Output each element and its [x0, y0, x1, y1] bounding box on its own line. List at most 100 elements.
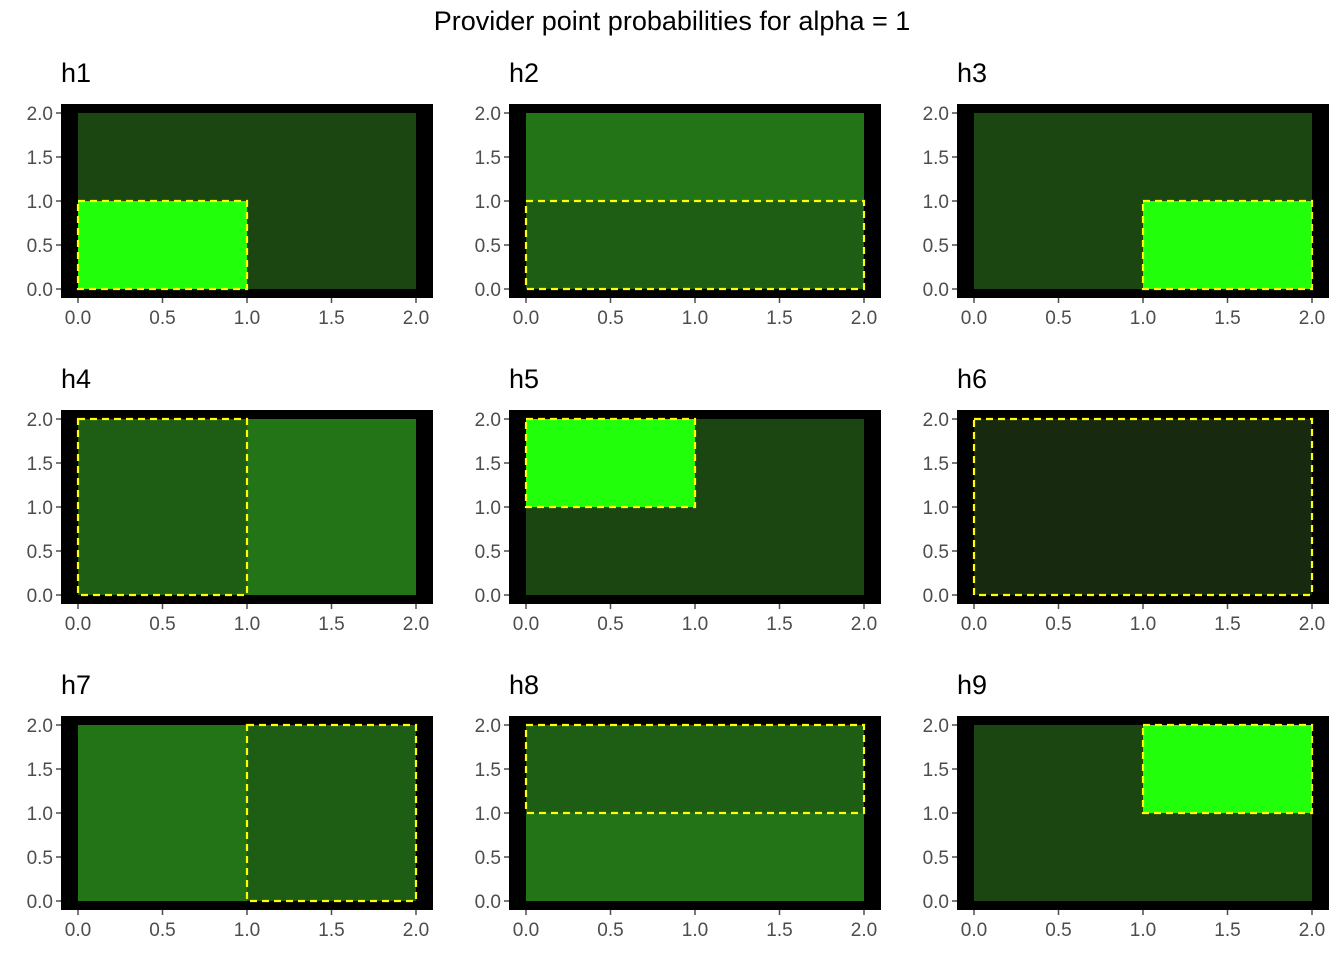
y-tick-label: 0.5 [923, 542, 949, 563]
y-tick-label: 2.0 [923, 410, 949, 431]
y-tick-label: 2.0 [475, 104, 501, 125]
x-tick-label: 0.0 [513, 920, 539, 941]
hypothesis-outline [1141, 723, 1314, 815]
x-tick-label: 0.5 [1045, 920, 1071, 941]
x-tick-label: 1.0 [234, 614, 260, 635]
probability-tile [974, 419, 1312, 595]
panel-h5: h5 0.0 0.5 1.0 1.5 2.0 0.0 0.5 1.0 1.5 2.0 [475, 364, 881, 635]
x-tick-label: 1.0 [234, 308, 260, 329]
hypothesis-outline [524, 723, 866, 815]
x-tick-label: 0.5 [149, 614, 175, 635]
y-tick-label: 1.0 [475, 804, 501, 825]
x-tick-label: 0.0 [961, 920, 987, 941]
panel-title: h5 [509, 364, 539, 394]
y-tick-label: 1.0 [475, 192, 501, 213]
y-tick-label: 0.0 [923, 892, 949, 913]
x-tick-label: 1.5 [766, 614, 792, 635]
panel-title: h8 [509, 670, 539, 700]
y-tick-label: 1.0 [27, 192, 53, 213]
x-tick-label: 2.0 [403, 920, 429, 941]
panel-h6: h6 0.0 0.5 1.0 1.5 2.0 0.0 0.5 1.0 1.5 2.0 [923, 364, 1329, 635]
y-tick-label: 0.0 [27, 280, 53, 301]
hypothesis-outline [524, 199, 866, 291]
y-tick-label: 1.5 [923, 148, 949, 169]
x-tick-label: 1.0 [682, 614, 708, 635]
x-tick-label: 1.5 [766, 920, 792, 941]
panel-title: h1 [61, 58, 91, 88]
y-tick-label: 2.0 [475, 716, 501, 737]
panel-title: h9 [957, 670, 987, 700]
y-tick-label: 0.5 [27, 542, 53, 563]
panel-h8: h8 0.0 0.5 1.0 1.5 2.0 0.0 0.5 1.0 1.5 2.0 [475, 670, 881, 941]
hypothesis-outline [76, 199, 249, 291]
x-tick-label: 0.5 [1045, 308, 1071, 329]
y-tick-label: 2.0 [923, 104, 949, 125]
y-tick-label: 0.0 [475, 892, 501, 913]
hypothesis-outline [524, 417, 697, 509]
x-tick-label: 0.0 [513, 308, 539, 329]
panel-title: h4 [61, 364, 91, 394]
x-tick-label: 1.5 [1214, 614, 1240, 635]
panel-h4: h4 0.0 0.5 1.0 1.5 2.0 0.0 0.5 1.0 1.5 2.0 [27, 364, 433, 635]
x-tick-label: 1.5 [318, 308, 344, 329]
probability-tile [78, 201, 247, 289]
y-tick-label: 1.5 [27, 760, 53, 781]
probability-tile [526, 813, 864, 901]
hypothesis-outline [972, 417, 1314, 597]
y-tick-label: 0.5 [475, 848, 501, 869]
x-tick-label: 2.0 [851, 920, 877, 941]
probability-tile [247, 419, 416, 595]
y-tick-label: 1.0 [923, 498, 949, 519]
y-tick-label: 0.0 [475, 280, 501, 301]
x-tick-label: 1.0 [682, 920, 708, 941]
x-tick-label: 1.5 [1214, 920, 1240, 941]
x-tick-label: 0.0 [961, 614, 987, 635]
probability-tile [1143, 725, 1312, 813]
probability-tile [526, 725, 864, 813]
y-tick-label: 2.0 [475, 410, 501, 431]
panel-title: h3 [957, 58, 987, 88]
x-tick-label: 1.5 [318, 920, 344, 941]
probability-tile [526, 201, 864, 289]
panel-h7: h7 0.0 0.5 1.0 1.5 2.0 0.0 0.5 1.0 1.5 2.0 [27, 670, 433, 941]
y-tick-label: 0.5 [27, 236, 53, 257]
panel-title: h7 [61, 670, 91, 700]
hypothesis-outline [1141, 199, 1314, 291]
x-tick-label: 1.0 [1130, 308, 1156, 329]
y-tick-label: 1.5 [475, 454, 501, 475]
x-tick-label: 1.5 [318, 614, 344, 635]
x-tick-label: 0.0 [513, 614, 539, 635]
hypothesis-outline [76, 417, 249, 597]
y-tick-label: 0.0 [27, 892, 53, 913]
panel-h9: h9 0.0 0.5 1.0 1.5 2.0 0.0 0.5 1.0 1.5 2.0 [923, 670, 1329, 941]
y-tick-label: 0.5 [27, 848, 53, 869]
x-tick-label: 2.0 [1299, 308, 1325, 329]
x-tick-label: 0.5 [597, 614, 623, 635]
x-tick-label: 0.0 [65, 614, 91, 635]
panel-title: h6 [957, 364, 987, 394]
panel-h2: h2 0.0 0.5 1.0 1.5 2.0 0.0 0.5 1.0 1.5 2.0 [475, 58, 881, 329]
y-tick-label: 1.0 [475, 498, 501, 519]
y-tick-label: 0.0 [923, 280, 949, 301]
y-tick-label: 2.0 [27, 410, 53, 431]
x-tick-label: 0.0 [65, 308, 91, 329]
y-tick-label: 1.0 [923, 192, 949, 213]
x-tick-label: 2.0 [403, 308, 429, 329]
y-tick-label: 0.5 [475, 236, 501, 257]
y-tick-label: 1.5 [923, 760, 949, 781]
x-tick-label: 2.0 [1299, 614, 1325, 635]
y-tick-label: 1.5 [475, 760, 501, 781]
y-tick-label: 2.0 [27, 716, 53, 737]
y-tick-label: 0.5 [475, 542, 501, 563]
hypothesis-outline [245, 723, 418, 903]
panel-title: h2 [509, 58, 539, 88]
y-tick-label: 1.0 [27, 498, 53, 519]
figure-title: Provider point probabilities for alpha =… [433, 6, 911, 36]
y-tick-label: 1.5 [27, 148, 53, 169]
y-tick-label: 0.0 [27, 586, 53, 607]
x-tick-label: 2.0 [403, 614, 429, 635]
probability-tile [247, 725, 416, 901]
probability-tile [526, 113, 864, 201]
x-tick-label: 1.5 [1214, 308, 1240, 329]
